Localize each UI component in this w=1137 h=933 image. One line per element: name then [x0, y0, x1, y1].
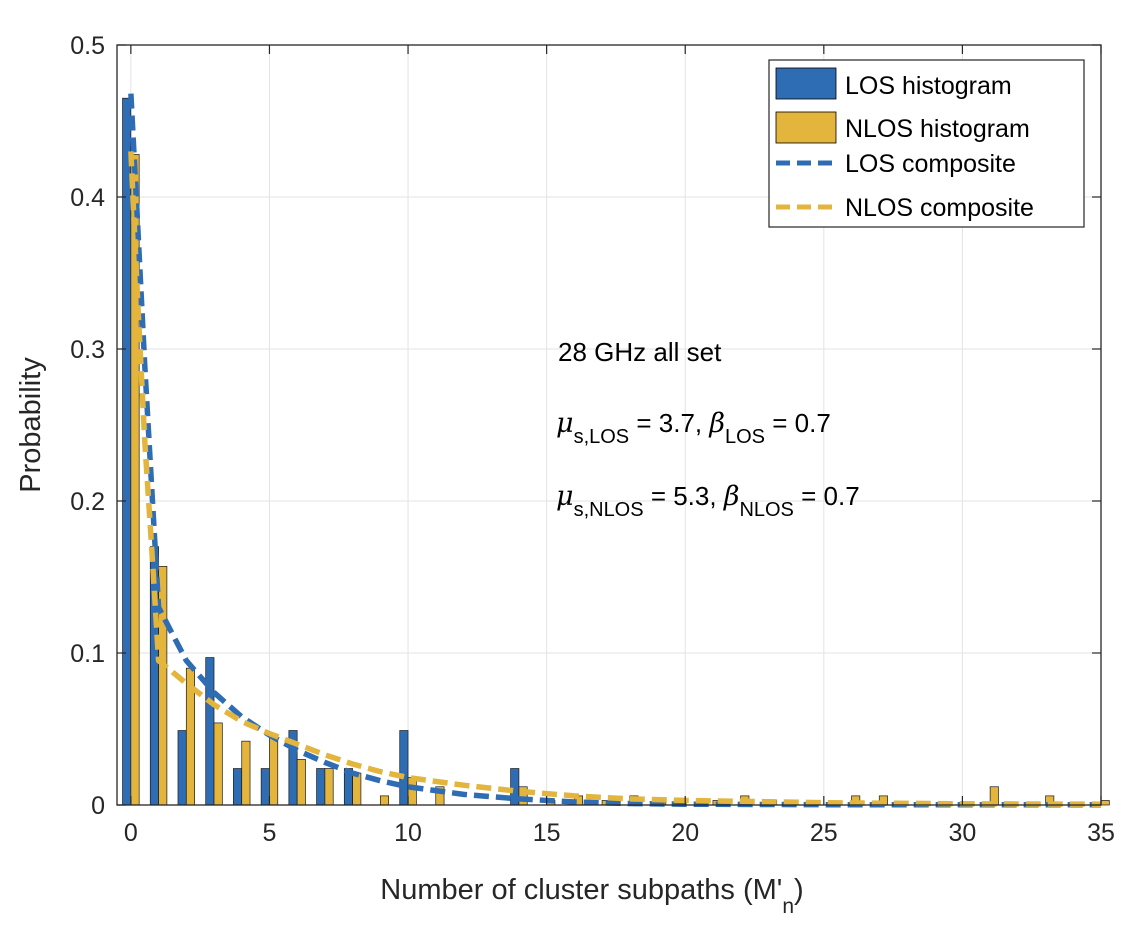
x-tick-label: 15 — [533, 819, 561, 847]
y-axis-label: Probability — [15, 357, 47, 493]
bars — [122, 97, 1110, 806]
legend-label-los-comp: LOS composite — [845, 150, 1016, 178]
legend-swatch-los-hist — [775, 67, 837, 100]
legend-swatch-nlos-hist — [775, 111, 837, 144]
nlos-histogram-bar — [213, 722, 223, 806]
legend: LOS histogram NLOS histogram LOS composi… — [768, 59, 1085, 228]
x-tick-label: 0 — [124, 819, 138, 847]
los-histogram-bar — [510, 768, 520, 806]
axis-ticks: 0 5 10 15 20 25 30 35 0 0.1 0.2 0.3 0.4 0.5 — [70, 32, 1115, 847]
nlos-composite-line — [128, 151, 1102, 807]
los-composite-line — [128, 93, 1101, 808]
y-tick-label: 0 — [91, 792, 105, 820]
y-tick-label: 0.5 — [70, 32, 105, 60]
nlos-histogram-bar — [241, 740, 251, 806]
los-histogram-bar — [122, 97, 132, 806]
nlos-histogram-bar — [352, 772, 362, 806]
legend-label-nlos-comp: NLOS composite — [845, 194, 1034, 222]
los-histogram-bar — [177, 730, 187, 806]
legend-label-los-hist: LOS histogram — [845, 72, 1012, 100]
nlos-histogram-bar — [269, 736, 279, 806]
x-axis-label: Number of cluster subpaths (M'n) — [380, 874, 803, 918]
legend-label-nlos-hist: NLOS histogram — [845, 115, 1030, 143]
annotation-line-los: μs,LOS = 3.7, βLOS = 0.7 — [556, 408, 831, 448]
x-tick-label: 25 — [810, 819, 838, 847]
x-tick-label: 10 — [394, 819, 422, 847]
nlos-histogram-bar — [379, 795, 389, 806]
los-histogram-bar — [399, 730, 409, 806]
annotation-title: 28 GHz all set — [558, 337, 722, 367]
los-histogram-bar — [205, 657, 215, 806]
x-tick-label: 35 — [1087, 819, 1115, 847]
nlos-histogram-bar — [324, 768, 334, 806]
y-tick-label: 0.2 — [70, 488, 105, 516]
los-histogram-bar — [316, 768, 326, 806]
x-tick-label: 20 — [671, 819, 699, 847]
annotation-line-nlos: μs,NLOS = 5.3, βNLOS = 0.7 — [556, 481, 860, 521]
composite-lines — [128, 93, 1102, 808]
los-histogram-bar — [260, 768, 270, 806]
x-tick-label: 5 — [262, 819, 276, 847]
y-tick-label: 0.4 — [70, 184, 105, 212]
nlos-histogram-bar — [296, 759, 306, 806]
nlos-histogram-bar — [407, 777, 417, 806]
y-tick-label: 0.1 — [70, 640, 105, 668]
nlos-histogram-bar — [1100, 800, 1110, 806]
y-tick-label: 0.3 — [70, 336, 105, 364]
x-tick-label: 30 — [949, 819, 977, 847]
annotation: 28 GHz all set μs,LOS = 3.7, βLOS = 0.7 … — [556, 337, 860, 521]
plot-frame — [116, 44, 1102, 806]
los-histogram-bar — [233, 768, 243, 806]
